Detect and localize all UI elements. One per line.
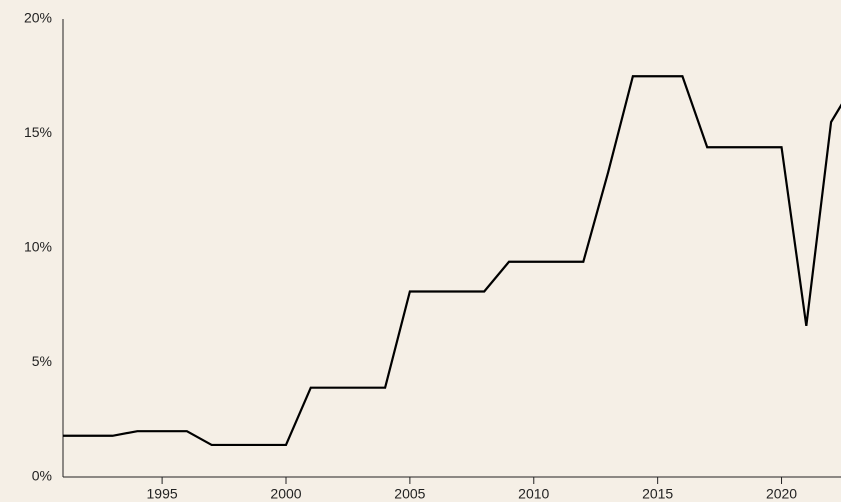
- x-tick-label: 2005: [394, 486, 425, 502]
- y-tick-label: 15%: [24, 124, 52, 140]
- x-tick-label: 2010: [518, 486, 549, 502]
- y-tick-label: 10%: [24, 239, 52, 255]
- y-tick-label: 20%: [24, 10, 52, 26]
- x-tick-label: 2000: [270, 486, 301, 502]
- x-tick-label: 1995: [147, 486, 178, 502]
- x-tick-label: 2015: [642, 486, 673, 502]
- line-series: [63, 75, 841, 447]
- x-tick-label: 2020: [766, 486, 797, 502]
- y-tick-label: 5%: [32, 353, 52, 369]
- y-tick-label: 0%: [32, 468, 52, 484]
